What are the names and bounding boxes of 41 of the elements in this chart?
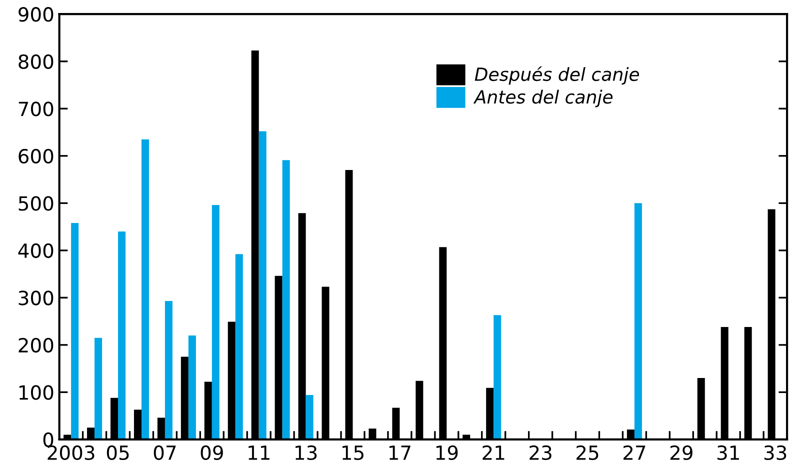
bar [634,203,642,440]
bar [188,335,196,440]
bar [141,139,149,440]
bar [164,300,172,440]
x-tick-label: 31 [717,445,739,460]
y-tick-label: 400 [18,243,54,258]
bar [212,205,220,440]
x-tick-label: 15 [342,446,364,460]
bar [71,222,79,440]
bar [494,315,502,440]
y-tick-label: 300 [18,290,54,306]
x-tick-label: 27 [624,445,646,460]
bar [306,395,314,440]
y-tick-label: 600 [18,148,54,164]
bar [118,232,126,440]
x-tick-label: 19 [436,445,458,460]
x-tick-label: 11 [248,446,270,460]
x-tick-label: 2003 [48,445,94,460]
x-tick-label: 07 [154,445,176,460]
x-tick-label: 05 [106,445,129,460]
y-tick-label: 100 [19,385,54,400]
x-tick-label: 29 [670,445,692,460]
x-tick-label: 21 [482,445,504,460]
y-tick-label: 900 [18,7,54,22]
bar [258,131,266,440]
bar [94,338,102,440]
legend-label: Después del canje [474,66,639,85]
x-tick-label: 23 [530,445,552,460]
y-tick-label: 700 [18,102,54,116]
x-tick-label: 17 [389,446,410,460]
x-tick-label: 09 [200,445,223,460]
legend-label: Antes del canje [473,90,613,108]
y-tick-label: 200 [18,338,54,353]
y-tick-label: 0 [43,432,54,448]
x-tick-label: 25 [576,445,598,460]
y-tick-label: 800 [18,54,54,70]
y-tick-label: 500 [18,196,54,211]
bar [282,160,290,440]
bar [235,254,243,440]
x-tick-label: 33 [764,445,786,460]
x-tick-label: 13 [296,445,317,460]
